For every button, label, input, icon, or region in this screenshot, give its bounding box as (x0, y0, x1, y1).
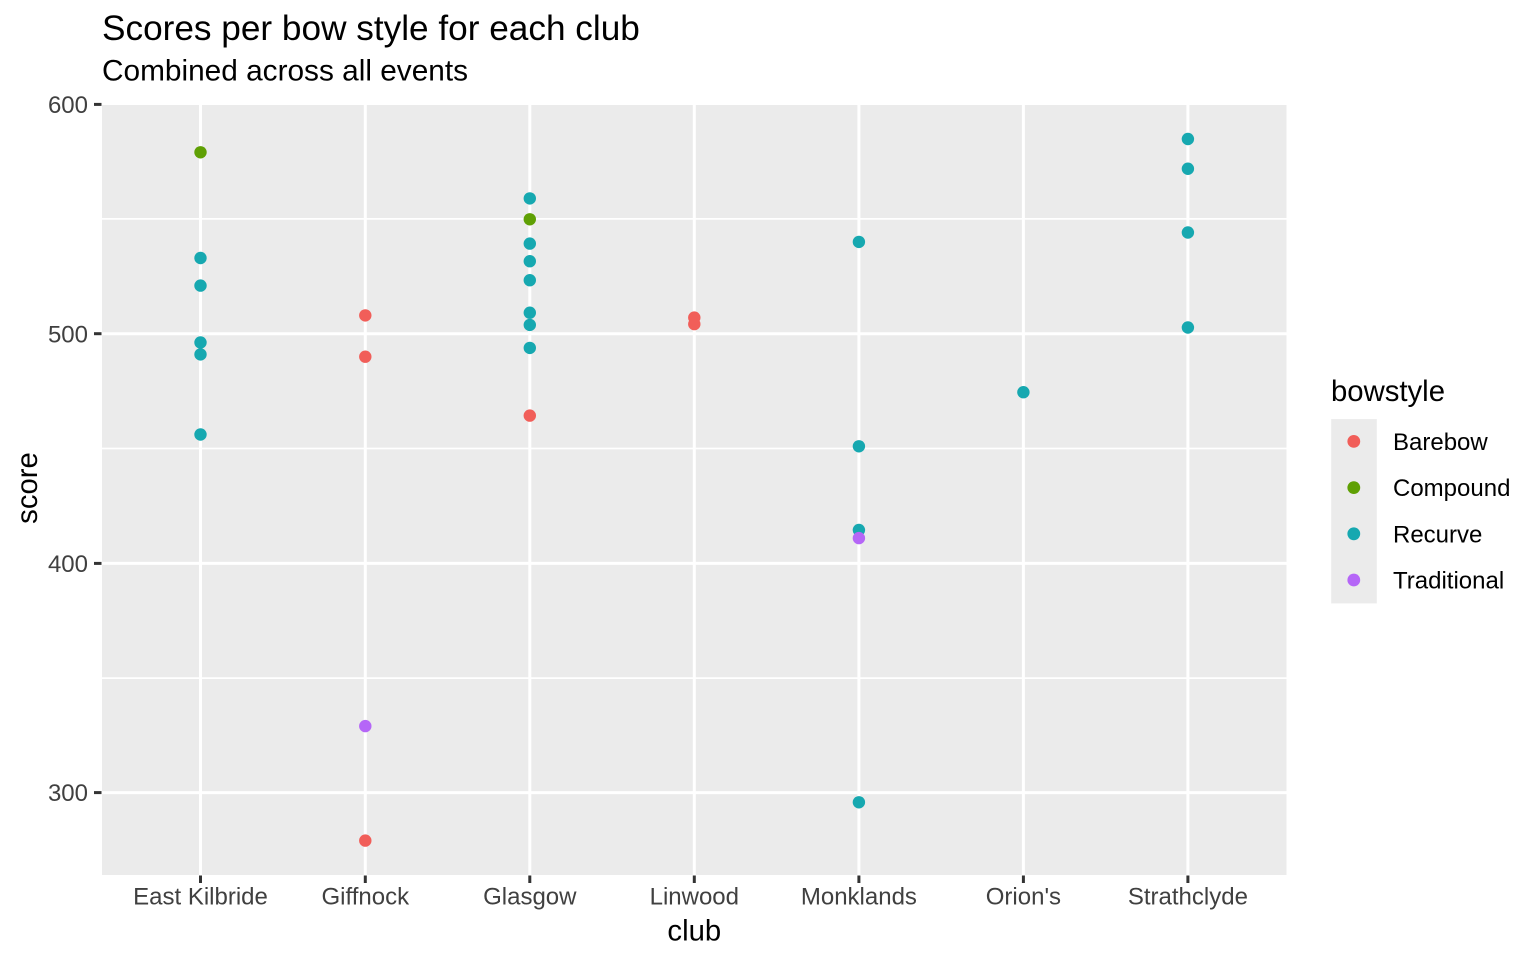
svg-text:Glasgow: Glasgow (483, 884, 577, 911)
svg-text:Barebow: Barebow (1393, 429, 1488, 456)
svg-text:Recurve: Recurve (1393, 521, 1482, 548)
svg-text:500: 500 (48, 321, 88, 348)
svg-text:600: 600 (48, 92, 88, 119)
svg-text:400: 400 (48, 551, 88, 578)
svg-text:300: 300 (48, 780, 88, 807)
svg-text:club: club (667, 915, 721, 948)
svg-text:Traditional: Traditional (1393, 568, 1504, 595)
svg-text:Giffnock: Giffnock (321, 884, 410, 911)
svg-text:Compound: Compound (1393, 475, 1510, 502)
svg-text:Linwood: Linwood (650, 884, 739, 911)
svg-text:bowstyle: bowstyle (1331, 375, 1445, 408)
svg-text:Combined across all events: Combined across all events (102, 54, 468, 87)
svg-text:Orion's: Orion's (986, 884, 1061, 911)
svg-text:East Kilbride: East Kilbride (133, 884, 268, 911)
svg-text:Scores per bow style for each: Scores per bow style for each club (102, 9, 640, 48)
svg-text:score: score (11, 452, 44, 524)
svg-text:Strathclyde: Strathclyde (1128, 884, 1248, 911)
svg-text:Monklands: Monklands (801, 884, 917, 911)
